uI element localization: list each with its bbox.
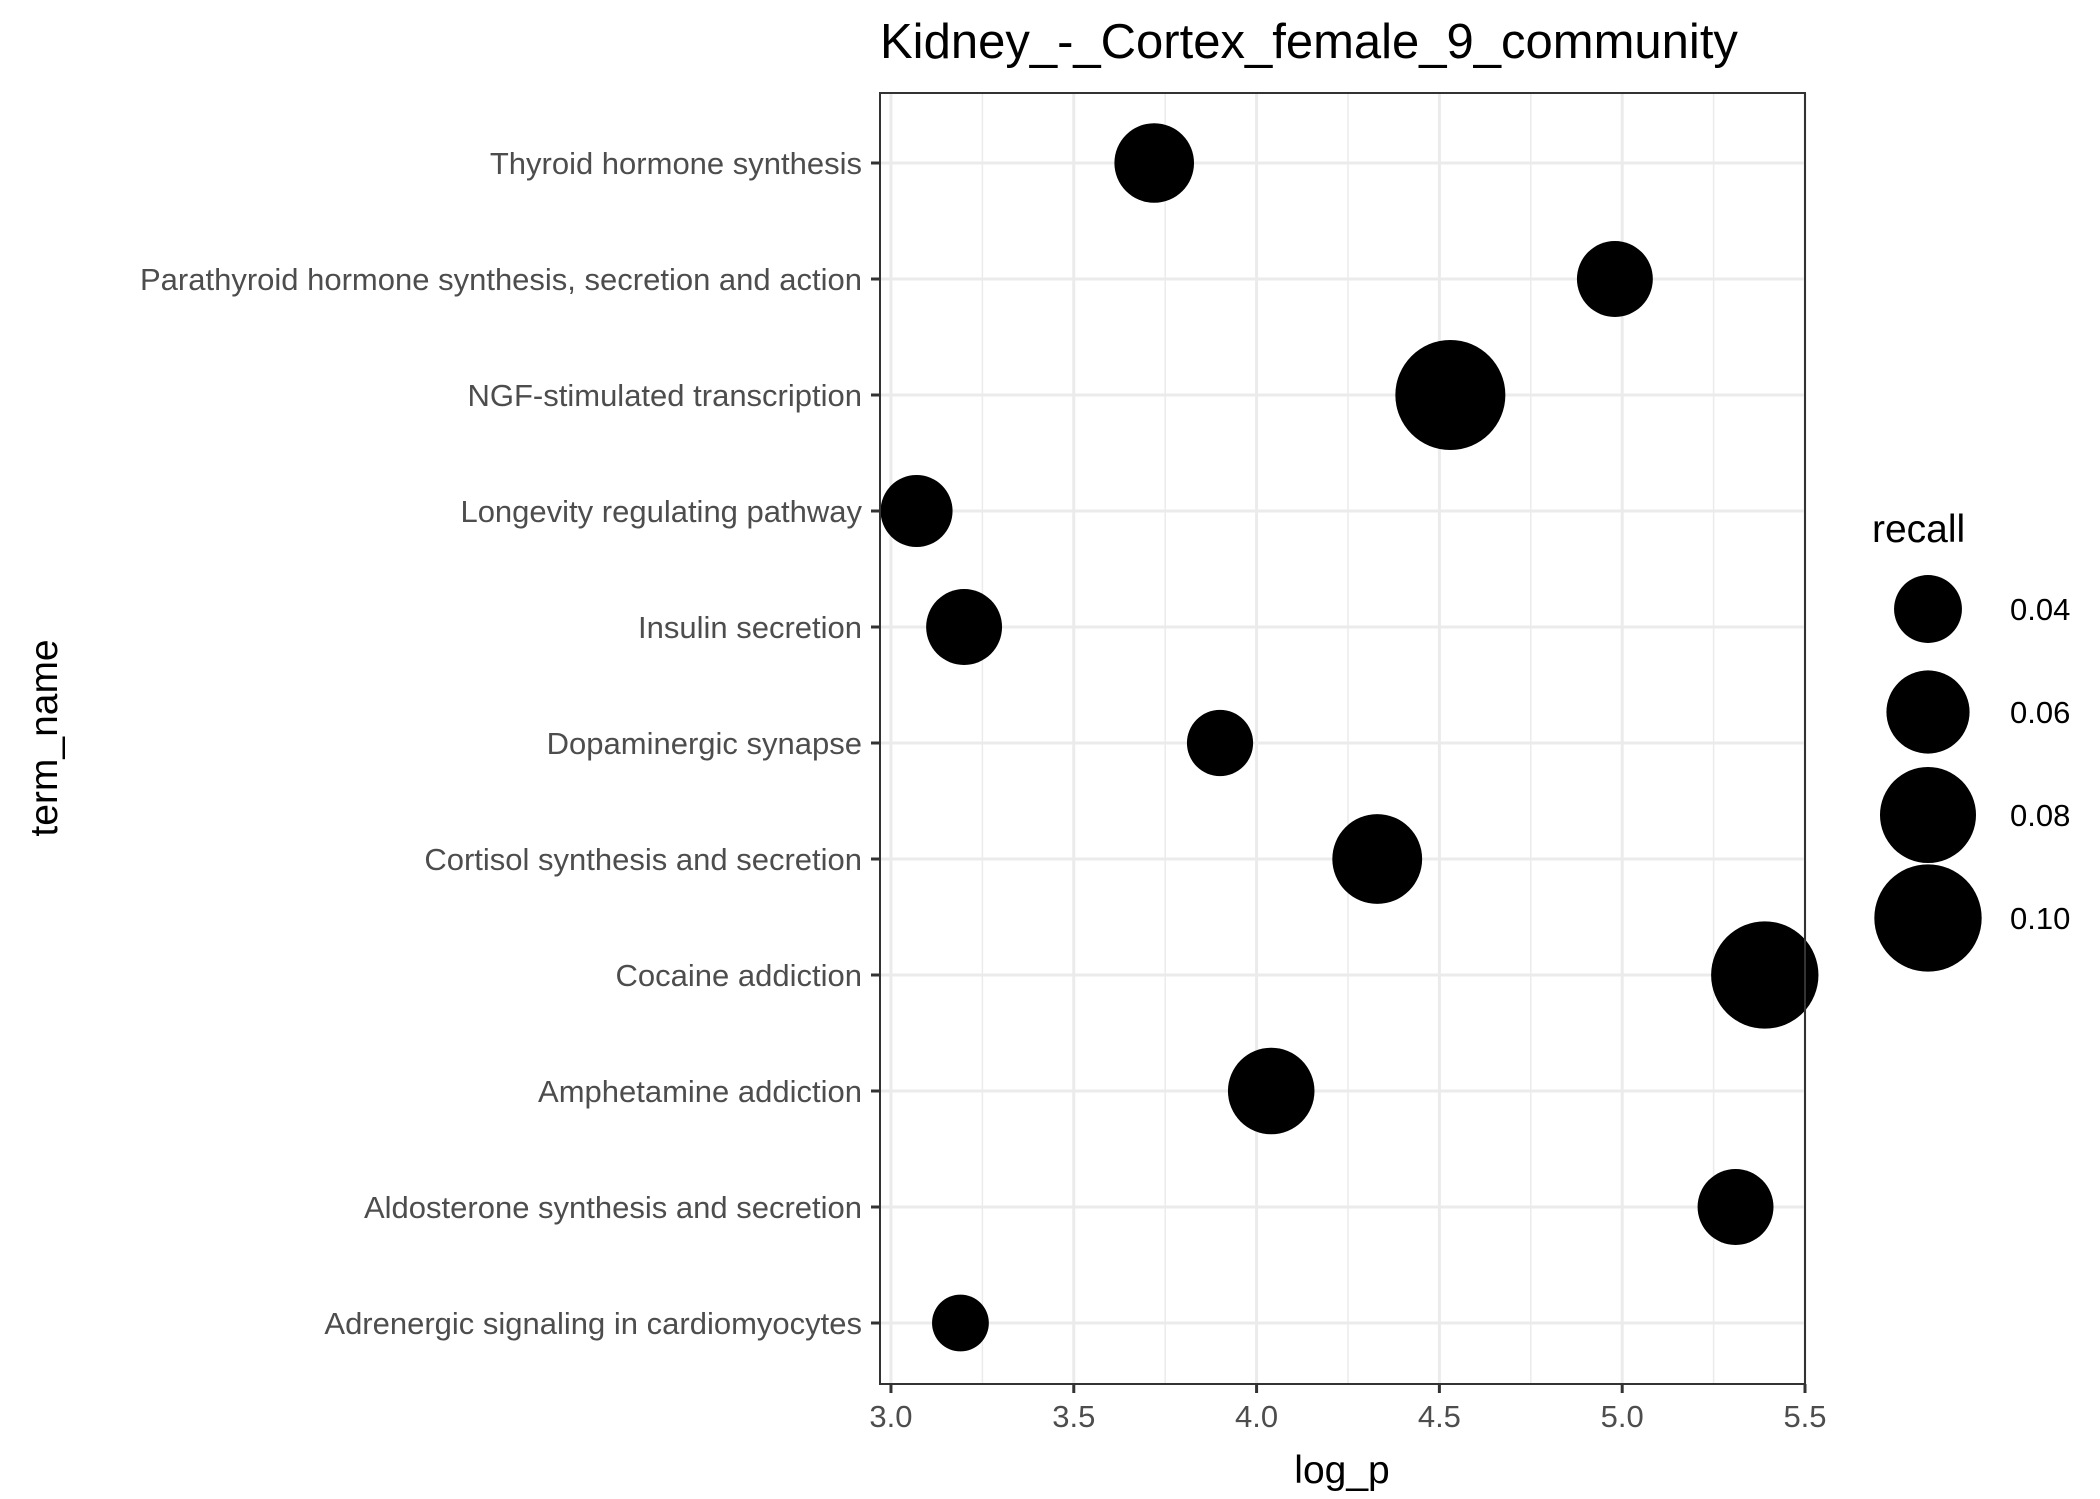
data-point	[1576, 241, 1653, 317]
legend-label: 0.08	[2010, 798, 2070, 833]
y-tick-label: Adrenergic signaling in cardiomyocytes	[324, 1306, 862, 1341]
legend-title: recall	[1872, 508, 1965, 551]
data-point	[932, 1294, 989, 1352]
x-axis-title: log_p	[1294, 1449, 1389, 1492]
x-tick-label: 3.5	[1052, 1399, 1095, 1434]
y-tick-label: Insulin secretion	[638, 610, 862, 645]
x-tick-label: 4.5	[1418, 1399, 1461, 1434]
x-tick-label: 3.0	[869, 1399, 912, 1434]
y-tick-label: Thyroid hormone synthesis	[490, 146, 862, 181]
x-tick-label: 5.5	[1783, 1399, 1826, 1434]
y-tick-label: Parathyroid hormone synthesis, secretion…	[140, 262, 862, 297]
x-axis: 3.0 3.5 4.0 4.5 5.0 5.5	[869, 1384, 1827, 1434]
x-tick-label: 4.0	[1235, 1399, 1278, 1434]
y-tick-label: Amphetamine addiction	[538, 1074, 862, 1109]
legend: recall 0.04 0.06 0.08 0.10	[1872, 508, 2070, 972]
y-axis: Thyroid hormone synthesis Parathyroid hor…	[140, 146, 880, 1341]
data-point	[1114, 123, 1195, 203]
legend-label: 0.06	[2010, 695, 2070, 730]
legend-key	[1874, 864, 1982, 972]
chart-title: Kidney_-_Cortex_female_9_community	[880, 15, 1738, 69]
panel-border	[879, 92, 1806, 1385]
y-tick-label: Cortisol synthesis and secretion	[424, 842, 862, 877]
data-points	[880, 123, 1819, 1352]
y-tick-label: Aldosterone synthesis and secretion	[364, 1190, 862, 1225]
x-tick-label: 5.0	[1601, 1399, 1644, 1434]
legend-key	[1894, 575, 1962, 643]
y-tick-label: NGF-stimulated transcription	[467, 378, 862, 413]
y-tick-label: Cocaine addiction	[616, 958, 862, 993]
data-point	[880, 474, 953, 548]
y-tick-label: Dopaminergic synapse	[547, 726, 862, 761]
legend-label: 0.04	[2010, 592, 2070, 627]
data-point	[1395, 340, 1506, 450]
data-point	[1186, 709, 1254, 777]
data-point	[1227, 1047, 1315, 1135]
legend-key	[1886, 670, 1970, 754]
data-point	[926, 589, 1003, 665]
data-point	[1711, 921, 1819, 1029]
legend-key	[1879, 766, 1977, 864]
data-point	[1697, 1169, 1774, 1245]
data-point	[1332, 814, 1423, 904]
y-axis-title: term_name	[23, 639, 66, 836]
legend-label: 0.10	[2010, 901, 2070, 936]
y-tick-label: Longevity regulating pathway	[460, 494, 862, 529]
